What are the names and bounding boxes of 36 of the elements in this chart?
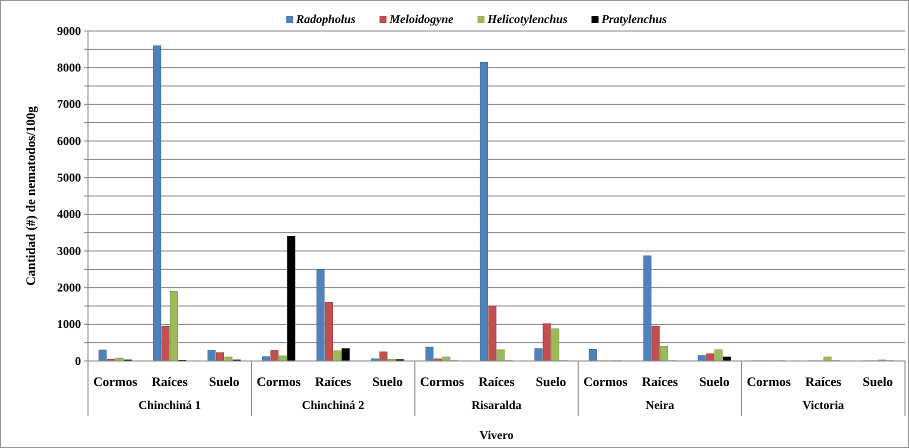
y-tick-label: 5000 <box>57 170 81 185</box>
text: Risaralda <box>471 398 522 412</box>
y-tick-label: 1000 <box>57 317 81 332</box>
x-tick-label: Cormos <box>583 374 628 389</box>
y-tick-label: 7000 <box>57 97 81 112</box>
text: Chinchiná 1 <box>138 398 201 412</box>
text: Victoria <box>802 398 844 412</box>
x-tick-label: Raíces <box>805 374 842 389</box>
legend-label: Pratylenchus <box>602 12 668 26</box>
y-axis-title: Cantidad (#) de nematodos/100g <box>23 106 38 286</box>
x-tick-label: Suelo <box>536 374 566 389</box>
y-tick-label: 4000 <box>57 207 81 222</box>
x-tick-label: Raíces <box>152 374 188 389</box>
x-tick-label: Raíces <box>315 374 352 389</box>
text: Chinchiná 2 <box>302 398 364 412</box>
y-tick-label: 2000 <box>57 280 81 295</box>
x-axis-title: Vivero <box>480 428 514 442</box>
x-tick-label: Raíces <box>642 374 678 389</box>
y-tick-label: 9000 <box>57 24 81 38</box>
text: Neira <box>646 398 674 412</box>
legend-label: Helicotylenchus <box>486 12 568 26</box>
y-tick-label: 0 <box>75 354 81 368</box>
x-tick-label: Suelo <box>372 374 403 389</box>
y-tick-label: 6000 <box>57 134 81 148</box>
x-tick-label: Cormos <box>420 374 464 389</box>
x-tick-label: Suelo <box>208 374 240 389</box>
legend-label: Radopholus <box>295 12 356 26</box>
legend-label: Meloidogyne <box>388 12 454 26</box>
x-tick-label: Suelo <box>699 374 730 389</box>
y-tick-label: 8000 <box>57 60 81 75</box>
x-tick-label: Raíces <box>478 374 515 389</box>
y-tick-label: 3000 <box>57 244 81 258</box>
x-tick-label: Cormos <box>93 374 138 389</box>
x-tick-label: Cormos <box>746 374 791 389</box>
x-tick-label: Suelo <box>862 374 893 389</box>
x-tick-label: Cormos <box>256 374 301 389</box>
